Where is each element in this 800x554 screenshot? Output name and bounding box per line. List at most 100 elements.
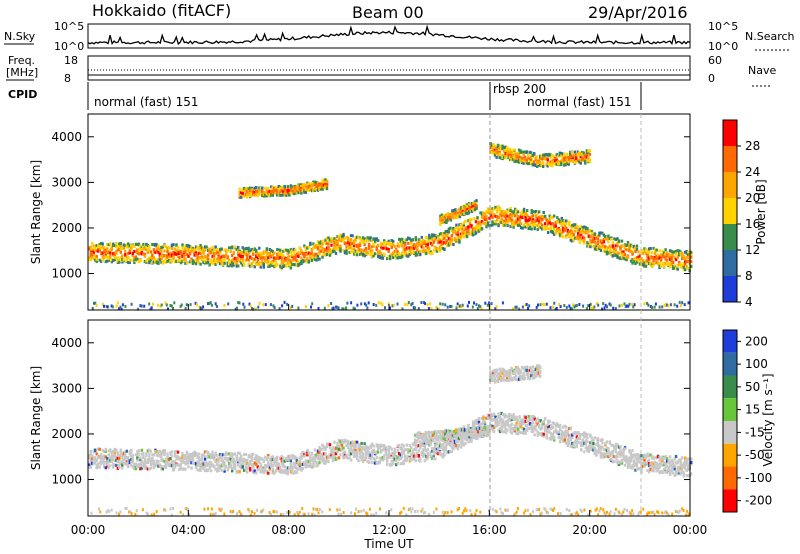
echo-cell xyxy=(97,463,100,466)
echo-cell xyxy=(509,207,512,210)
echo-cell xyxy=(312,256,315,259)
echo-cell xyxy=(631,257,634,261)
echo-cell xyxy=(294,189,297,193)
echo-cell xyxy=(581,152,584,156)
echo-cell xyxy=(303,461,306,465)
echo-cell xyxy=(530,155,533,159)
echo-cell xyxy=(223,469,226,473)
echo-cell xyxy=(355,451,359,455)
echo-cell xyxy=(119,461,122,465)
echo-cell xyxy=(644,248,648,252)
echo-cell xyxy=(139,251,142,255)
echo-cell xyxy=(113,463,116,467)
echo-cell xyxy=(391,304,394,308)
echo-cell xyxy=(402,248,405,252)
echo-cell xyxy=(249,304,252,308)
echo-cell xyxy=(206,469,210,473)
echo-cell xyxy=(146,251,150,255)
echo-cell xyxy=(524,221,527,224)
echo-cell xyxy=(178,259,181,263)
echo-cell xyxy=(218,453,222,456)
echo-cell xyxy=(91,460,94,464)
echo-cell xyxy=(351,249,354,253)
echo-cell xyxy=(274,186,277,190)
echo-cell xyxy=(550,216,553,220)
echo-cell xyxy=(343,251,347,255)
echo-cell xyxy=(176,455,180,459)
echo-cell xyxy=(325,458,329,462)
echo-cell xyxy=(459,226,463,230)
echo-cell xyxy=(494,214,497,218)
echo-cell xyxy=(282,456,285,460)
echo-cell xyxy=(244,250,247,254)
echo-cell xyxy=(298,456,302,460)
echo-cell xyxy=(282,254,285,258)
echo-cell xyxy=(518,220,521,224)
echo-cell xyxy=(629,243,633,247)
echo-cell xyxy=(106,255,109,259)
echo-cell xyxy=(268,264,271,268)
echo-cell xyxy=(295,259,299,263)
echo-cell xyxy=(354,454,357,458)
echo-cell xyxy=(322,457,326,461)
echo-cell xyxy=(124,457,127,461)
echo-cell xyxy=(340,438,344,442)
echo-cell xyxy=(352,247,356,251)
echo-cell xyxy=(282,249,285,253)
echo-cell xyxy=(507,153,510,156)
echo-cell xyxy=(584,161,587,165)
echo-cell xyxy=(118,258,121,262)
echo-cell xyxy=(392,239,395,243)
echo-cell xyxy=(560,151,563,155)
echo-cell xyxy=(259,469,262,473)
echo-cell xyxy=(563,160,566,164)
echo-cell xyxy=(584,158,587,161)
echo-cell xyxy=(292,465,296,469)
echo-cell xyxy=(613,251,616,254)
echo-cell xyxy=(500,210,503,213)
echo-cell xyxy=(294,191,297,195)
echo-cell xyxy=(386,247,389,251)
echo-cell xyxy=(346,456,350,460)
echo-cell xyxy=(95,260,98,263)
echo-cell xyxy=(277,253,280,257)
echo-cell xyxy=(426,303,429,307)
echo-cell xyxy=(510,210,514,214)
echo-cell xyxy=(484,301,487,305)
echo-cell xyxy=(578,151,581,155)
echo-cell xyxy=(226,261,229,265)
echo-cell xyxy=(163,244,166,248)
echo-cell xyxy=(524,211,527,215)
echo-cell xyxy=(467,232,470,236)
echo-cell xyxy=(181,255,184,258)
echo-cell xyxy=(200,457,204,461)
echo-cell xyxy=(136,307,139,311)
echo-cell xyxy=(292,263,296,267)
echo-cell xyxy=(253,456,256,460)
echo-cell xyxy=(190,257,193,261)
echo-cell xyxy=(237,463,240,467)
echo-cell xyxy=(434,238,437,242)
echo-cell xyxy=(282,464,285,468)
echo-cell xyxy=(445,219,448,223)
echo-cell xyxy=(322,459,326,463)
echo-cell xyxy=(429,250,432,254)
echo-cell xyxy=(254,307,257,311)
echo-cell xyxy=(340,448,344,452)
echo-cell xyxy=(684,268,687,272)
echo-cell xyxy=(562,235,565,239)
echo-cell xyxy=(197,246,201,250)
echo-cell xyxy=(279,469,282,473)
echo-cell xyxy=(241,458,244,462)
echo-cell xyxy=(687,256,690,259)
echo-cell xyxy=(506,220,509,224)
echo-cell xyxy=(185,247,189,251)
echo-cell xyxy=(322,248,326,252)
echo-cell xyxy=(349,246,353,250)
echo-cell xyxy=(443,236,446,240)
echo-cell xyxy=(671,253,675,257)
echo-cell xyxy=(537,160,540,164)
echo-cell xyxy=(324,178,327,182)
echo-cell xyxy=(244,467,247,471)
echo-cell xyxy=(158,252,162,256)
